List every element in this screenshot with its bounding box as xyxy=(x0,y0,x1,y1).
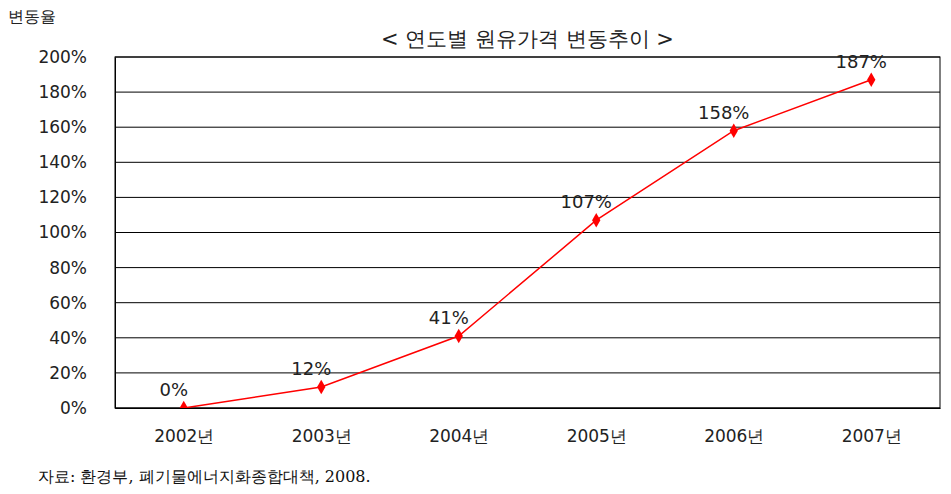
x-tick: 2006년 xyxy=(704,408,764,446)
x-tick-label: 2006년 xyxy=(704,426,764,446)
y-tick: 180% xyxy=(38,82,115,102)
chart: 0% 20% 40% 60% 80% 100% 120% 140% 160% 180% 200% 20… xyxy=(0,0,951,494)
marker xyxy=(455,329,463,343)
title: < 연도별 원유가격 변동추이 > xyxy=(381,27,674,51)
x-tick: 2007년 xyxy=(842,408,902,446)
y-tick-label: 20% xyxy=(49,363,87,383)
y-tick: 200% xyxy=(38,47,115,67)
source-note: 자료: 환경부, 폐기물에너지화종합대책, 2008. xyxy=(38,467,371,486)
grid xyxy=(115,57,940,408)
y-tick: 80% xyxy=(49,258,115,278)
data-label: 0% xyxy=(159,379,188,400)
y-axis: 0% 20% 40% 60% 80% 100% 120% 140% 160% 180% 200% xyxy=(38,47,115,418)
grid-line xyxy=(115,337,940,338)
data-label: 158% xyxy=(698,102,749,123)
marker xyxy=(592,213,600,227)
line xyxy=(184,80,872,408)
y-tick-label: 40% xyxy=(49,328,87,348)
x-tick: 2003년 xyxy=(292,408,352,446)
y-tick: 0% xyxy=(60,398,115,418)
y-tick-label: 100% xyxy=(38,222,87,242)
grid-line xyxy=(115,162,940,163)
marker xyxy=(317,380,325,394)
x-axis-line xyxy=(116,408,941,409)
x-tick-label: 2002년 xyxy=(154,426,214,446)
y-tick-label: 60% xyxy=(49,293,87,313)
x-tick-label: 2007년 xyxy=(842,426,902,446)
x-tick: 2002년 xyxy=(154,408,214,446)
y-tick: 20% xyxy=(49,363,115,383)
grid-line xyxy=(115,127,940,128)
x-tick-label: 2004년 xyxy=(429,426,489,446)
marker xyxy=(180,401,188,408)
marker xyxy=(867,73,875,87)
grid-line xyxy=(115,232,940,233)
y-tick: 40% xyxy=(49,328,115,348)
x-tick: 2004년 xyxy=(429,408,489,446)
y-axis-title: 변동율 xyxy=(8,7,56,26)
y-tick-label: 180% xyxy=(38,82,87,102)
x-axis: 2002년 2003년 2004년 2005년 2006년 2007년 xyxy=(116,408,941,446)
grid-line xyxy=(115,267,940,268)
marker xyxy=(730,124,738,138)
y-tick: 140% xyxy=(38,152,115,172)
y-axis-line xyxy=(115,58,116,409)
x-tick-label: 2005년 xyxy=(567,426,627,446)
data-label: 187% xyxy=(836,51,887,72)
grid-line xyxy=(115,372,940,373)
data-label: 12% xyxy=(291,358,331,379)
x-tick: 2005년 xyxy=(567,408,627,446)
y-tick-label: 140% xyxy=(38,152,87,172)
grid-line xyxy=(115,302,940,303)
y-tick-label: 120% xyxy=(38,187,87,207)
grid-line xyxy=(115,92,940,93)
y-tick-label: 160% xyxy=(38,117,87,137)
plot-frame xyxy=(115,57,940,408)
grid-line xyxy=(115,197,940,198)
y-tick-label: 80% xyxy=(49,258,87,278)
data-labels: 0% 12% 41% 107% 158% 187% xyxy=(159,51,887,400)
y-tick: 60% xyxy=(49,293,115,313)
y-tick-label: 0% xyxy=(60,398,87,418)
y-tick: 160% xyxy=(38,117,115,137)
y-tick-label: 200% xyxy=(38,47,87,67)
series xyxy=(180,73,876,408)
data-label: 107% xyxy=(561,191,612,212)
y-tick: 120% xyxy=(38,187,115,207)
x-tick-label: 2003년 xyxy=(292,426,352,446)
plot: 0% 20% 40% 60% 80% 100% 120% 140% 160% 180% 200% 20… xyxy=(38,47,940,446)
data-label: 41% xyxy=(429,307,469,328)
y-tick: 100% xyxy=(38,222,115,242)
